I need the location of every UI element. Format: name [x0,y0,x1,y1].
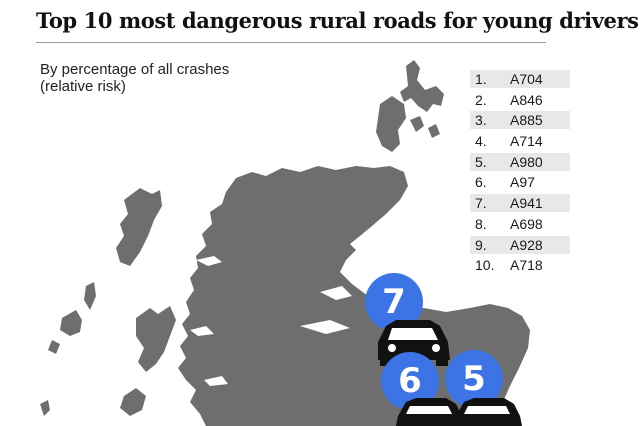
ranking-item: 2. A846 [470,91,570,109]
rank-number: 9. [475,236,487,253]
ranking-item: 6. A97 [470,173,570,191]
ranking-item: 8. A698 [470,215,570,233]
ranking-item: 7. A941 [470,194,570,213]
road-name: A97 [510,174,535,191]
car-icon [454,398,522,426]
marker-6-label: 6 [398,361,422,401]
marker-6-circle [381,352,439,410]
rank-number: 1. [475,71,487,87]
road-name: A941 [510,195,543,212]
road-name: A698 [510,215,543,232]
orkney-islands [400,60,444,112]
subtitle-line-1: By percentage of all crashes [40,61,230,78]
road-name: A885 [510,112,543,129]
rank-number: 5. [475,153,487,170]
marker-7-label: 7 [382,282,406,322]
ranking-item: 9. A928 [470,235,570,254]
road-name: A980 [510,153,543,170]
rank-number: 8. [475,215,487,232]
road-name: A718 [510,257,543,274]
rank-number: 4. [475,133,487,150]
rank-number: 10. [475,257,495,274]
ranking-item: 1. A704 [470,70,570,88]
ranking-item: 5. A980 [470,152,570,171]
marker-7[interactable]: 7 [365,273,423,331]
road-name: A846 [510,91,543,108]
marker-7-circle [365,273,423,331]
skye [136,306,176,372]
ranking-item: 3. A885 [470,111,570,130]
rank-number: 2. [475,91,487,108]
marker-5[interactable]: 5 [445,350,503,408]
title-divider [36,42,546,43]
ranking-list: 1. A704 2. A846 3. A885 4. A714 5. A980 6. A97… [470,70,570,277]
rank-number: 3. [475,112,487,129]
road-name: A704 [510,71,543,87]
car-icon [378,320,450,366]
chart-title: Top 10 most dangerous rural roads for yo… [36,8,639,33]
ranking-item: 10. A718 [470,256,570,274]
rank-number: 7. [475,195,487,212]
western-isles [116,188,162,266]
subtitle-line-2: (relative risk) [40,78,126,95]
marker-5-label: 5 [462,359,486,399]
car-icon [396,398,464,426]
marker-6[interactable]: 6 [381,352,439,410]
marker-5-circle [445,350,503,408]
road-name: A714 [510,133,543,150]
rank-number: 6. [475,174,487,191]
ranking-item: 4. A714 [470,132,570,150]
road-name: A928 [510,236,543,253]
sea-lochs [190,256,352,386]
subtitle: By percentage of all crashes (relative r… [40,61,229,95]
